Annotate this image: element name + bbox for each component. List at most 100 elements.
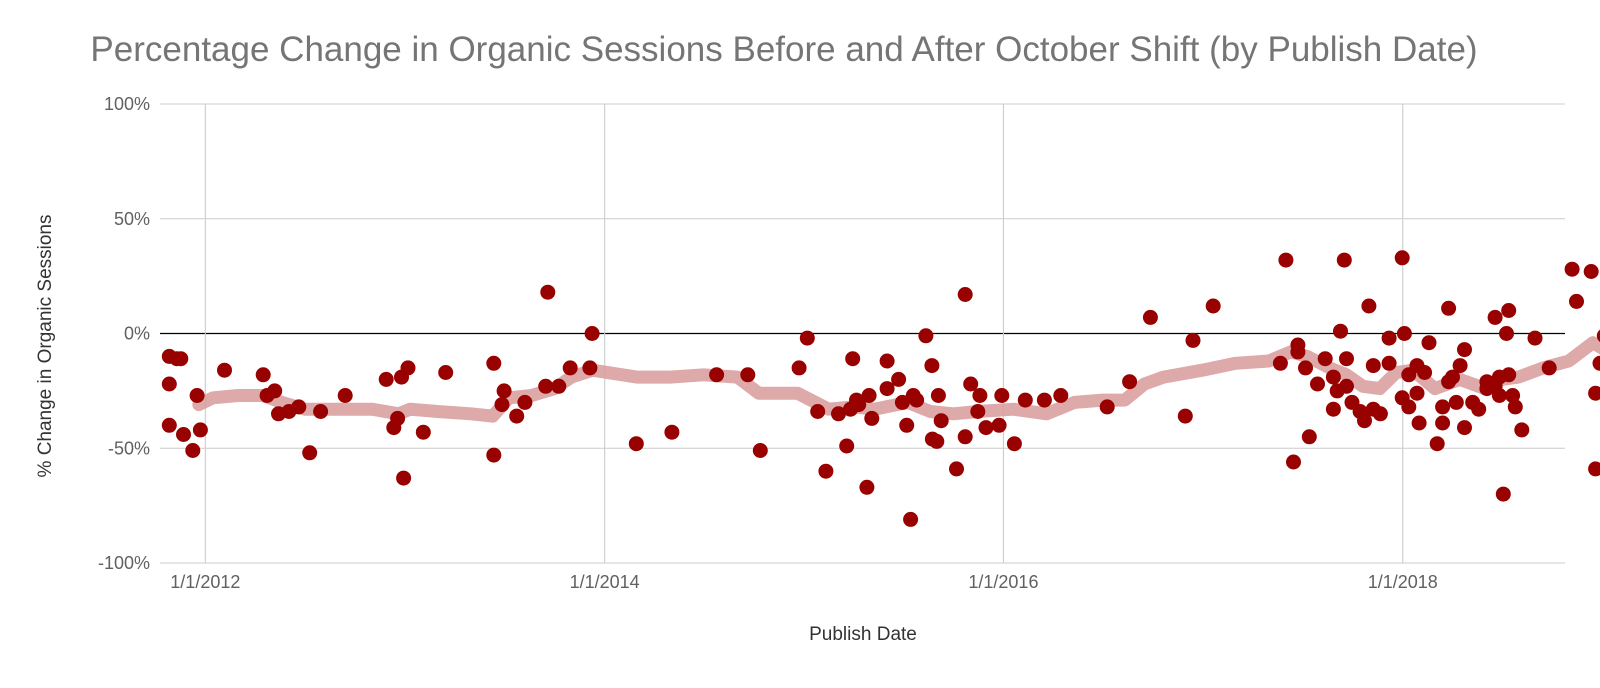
scatter-point bbox=[1429, 436, 1445, 452]
scatter-point bbox=[396, 470, 412, 486]
scatter-point bbox=[173, 351, 189, 367]
scatter-point bbox=[1301, 429, 1317, 445]
scatter-point bbox=[1452, 358, 1468, 374]
scatter-point bbox=[1588, 385, 1600, 401]
scatter-point bbox=[918, 328, 934, 344]
scatter-point bbox=[864, 410, 880, 426]
scatter-point bbox=[1583, 264, 1599, 279]
y-tick-label: -50% bbox=[108, 438, 150, 458]
scatter-point bbox=[509, 408, 525, 424]
scatter-point bbox=[1381, 355, 1397, 371]
scatter-point bbox=[161, 376, 177, 392]
scatter-point bbox=[879, 381, 895, 397]
scatter-point bbox=[1435, 399, 1451, 415]
y-axis-ticks: 100% 50% 0% -50% -100% bbox=[98, 94, 150, 573]
scatter-point bbox=[899, 417, 915, 433]
scatter-point bbox=[582, 360, 598, 376]
scatter-point bbox=[161, 417, 177, 433]
scatter-point bbox=[1441, 300, 1457, 316]
scatter-point bbox=[1339, 378, 1354, 394]
scatter-point bbox=[891, 371, 907, 387]
scatter-point bbox=[267, 383, 283, 399]
scatter-point bbox=[1409, 385, 1425, 401]
scatter-point bbox=[861, 388, 877, 403]
scatter-point bbox=[994, 388, 1010, 403]
scatter-point bbox=[933, 413, 949, 429]
chart-title: Percentage Change in Organic Sessions Be… bbox=[90, 30, 1477, 69]
scatter-point-layer bbox=[161, 250, 1600, 527]
scatter-point bbox=[390, 410, 406, 426]
scatter-point bbox=[1372, 406, 1388, 422]
scatter-point bbox=[894, 394, 910, 410]
scatter-point bbox=[494, 397, 510, 413]
scatter-point bbox=[540, 284, 556, 300]
scatter-point bbox=[1310, 376, 1325, 392]
scatter-point bbox=[1006, 436, 1022, 452]
scatter-point bbox=[791, 360, 807, 376]
y-tick-label: -100% bbox=[98, 553, 150, 573]
scatter-point bbox=[831, 406, 846, 422]
scatter-point bbox=[562, 360, 578, 376]
scatter-point bbox=[905, 388, 921, 403]
x-tick-label: 1/1/2014 bbox=[570, 572, 640, 592]
scatter-point bbox=[1142, 309, 1158, 325]
scatter-point bbox=[1381, 330, 1397, 346]
scatter-point bbox=[378, 371, 394, 387]
scatter-point bbox=[1036, 392, 1052, 408]
scatter-point bbox=[810, 404, 826, 419]
scatter-point bbox=[1325, 369, 1341, 385]
scatter-point bbox=[1527, 330, 1543, 346]
scatter-point bbox=[1336, 252, 1352, 268]
scatter-point bbox=[176, 427, 191, 442]
scatter-point bbox=[1394, 250, 1410, 266]
scatter-point bbox=[740, 367, 756, 383]
scatter-point bbox=[628, 436, 644, 452]
scatter-point bbox=[1417, 365, 1433, 380]
scatter-point bbox=[991, 417, 1007, 433]
scatter-point bbox=[1205, 298, 1221, 314]
scatter-point bbox=[496, 383, 512, 399]
scatter-point bbox=[1445, 369, 1460, 385]
scatter-point bbox=[1514, 422, 1530, 438]
scatter-point bbox=[799, 330, 815, 346]
scatter-point bbox=[1185, 332, 1201, 348]
x-tick-label: 1/1/2012 bbox=[170, 572, 240, 592]
scatter-point bbox=[709, 367, 725, 383]
scatter-point bbox=[551, 378, 567, 394]
x-tick-label: 1/1/2018 bbox=[1368, 572, 1438, 592]
scatter-point bbox=[1272, 355, 1288, 371]
scatter-point bbox=[1495, 486, 1511, 502]
scatter-point bbox=[879, 353, 895, 369]
y-tick-label: 100% bbox=[104, 94, 150, 114]
scatter-point bbox=[1053, 388, 1069, 403]
scatter-point bbox=[1588, 461, 1600, 477]
scatter-point bbox=[963, 376, 979, 392]
scatter-point bbox=[1471, 401, 1487, 417]
scatter-point bbox=[1290, 344, 1306, 360]
scatter-point bbox=[1339, 351, 1354, 367]
y-tick-label: 50% bbox=[114, 209, 150, 229]
scatter-point bbox=[1448, 394, 1464, 410]
scatter-point bbox=[818, 463, 834, 479]
scatter-point bbox=[957, 429, 973, 445]
scatter-point bbox=[1507, 399, 1523, 415]
scatter-point bbox=[1487, 309, 1503, 325]
scatter-point bbox=[1491, 388, 1507, 403]
scatter-point bbox=[930, 388, 946, 403]
scatter-point bbox=[415, 424, 431, 440]
scatter-point bbox=[859, 479, 875, 495]
scatter-point bbox=[337, 388, 353, 403]
scatter-point bbox=[949, 461, 964, 477]
scatter-point bbox=[400, 360, 416, 376]
scatter-point bbox=[845, 351, 861, 367]
scatter-point bbox=[1596, 329, 1600, 342]
scatter-point bbox=[1333, 323, 1348, 339]
scatter-point bbox=[1357, 413, 1372, 429]
scatter-point bbox=[1421, 335, 1437, 351]
scatter-point bbox=[217, 362, 232, 378]
scatter-point bbox=[1099, 399, 1115, 415]
scatter-point bbox=[1541, 360, 1557, 376]
scatter-point bbox=[664, 424, 680, 440]
x-tick-label: 1/1/2016 bbox=[968, 572, 1038, 592]
scatter-point bbox=[1396, 326, 1412, 341]
